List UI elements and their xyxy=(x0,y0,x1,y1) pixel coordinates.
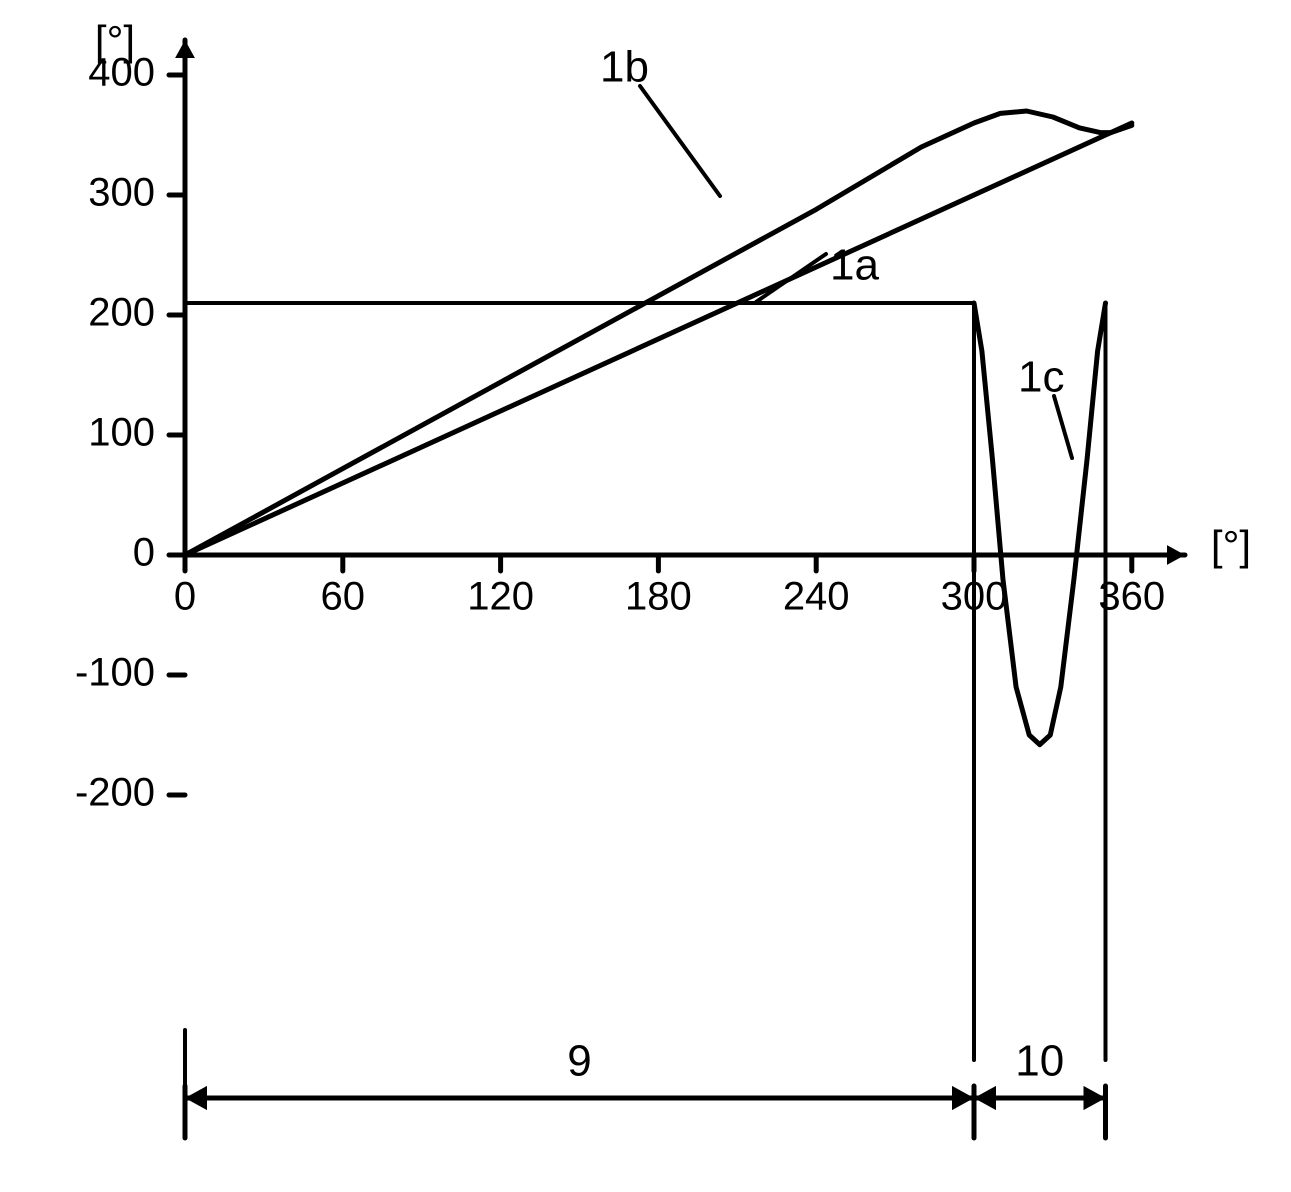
x-unit-label: [°] xyxy=(1211,522,1251,569)
x-tick-label: 60 xyxy=(321,575,366,619)
x-tick-label: 180 xyxy=(625,575,692,619)
y-tick-label: -200 xyxy=(75,771,155,815)
x-tick-label: 0 xyxy=(174,575,196,619)
annot-1c-label: 1c xyxy=(1018,353,1064,402)
dimension-10-label: 10 xyxy=(1015,1037,1064,1086)
annot-1c-leader xyxy=(1054,396,1072,458)
y-tick-label: 300 xyxy=(88,171,155,215)
annot-1b-leader xyxy=(640,86,720,196)
y-tick-label: 200 xyxy=(88,291,155,335)
x-tick-label: 120 xyxy=(467,575,534,619)
curve-1a xyxy=(185,123,1132,555)
x-tick-label: 360 xyxy=(1098,575,1165,619)
annot-1b-label: 1b xyxy=(600,43,649,92)
annot-1a-leader xyxy=(756,254,826,302)
y-tick-label: 0 xyxy=(133,531,155,575)
y-tick-label: 400 xyxy=(88,51,155,95)
dimension-9-label: 9 xyxy=(567,1037,591,1086)
y-tick-label: 100 xyxy=(88,411,155,455)
x-tick-label: 240 xyxy=(783,575,850,619)
annot-1a-label: 1a xyxy=(830,241,879,290)
y-tick-label: -100 xyxy=(75,651,155,695)
